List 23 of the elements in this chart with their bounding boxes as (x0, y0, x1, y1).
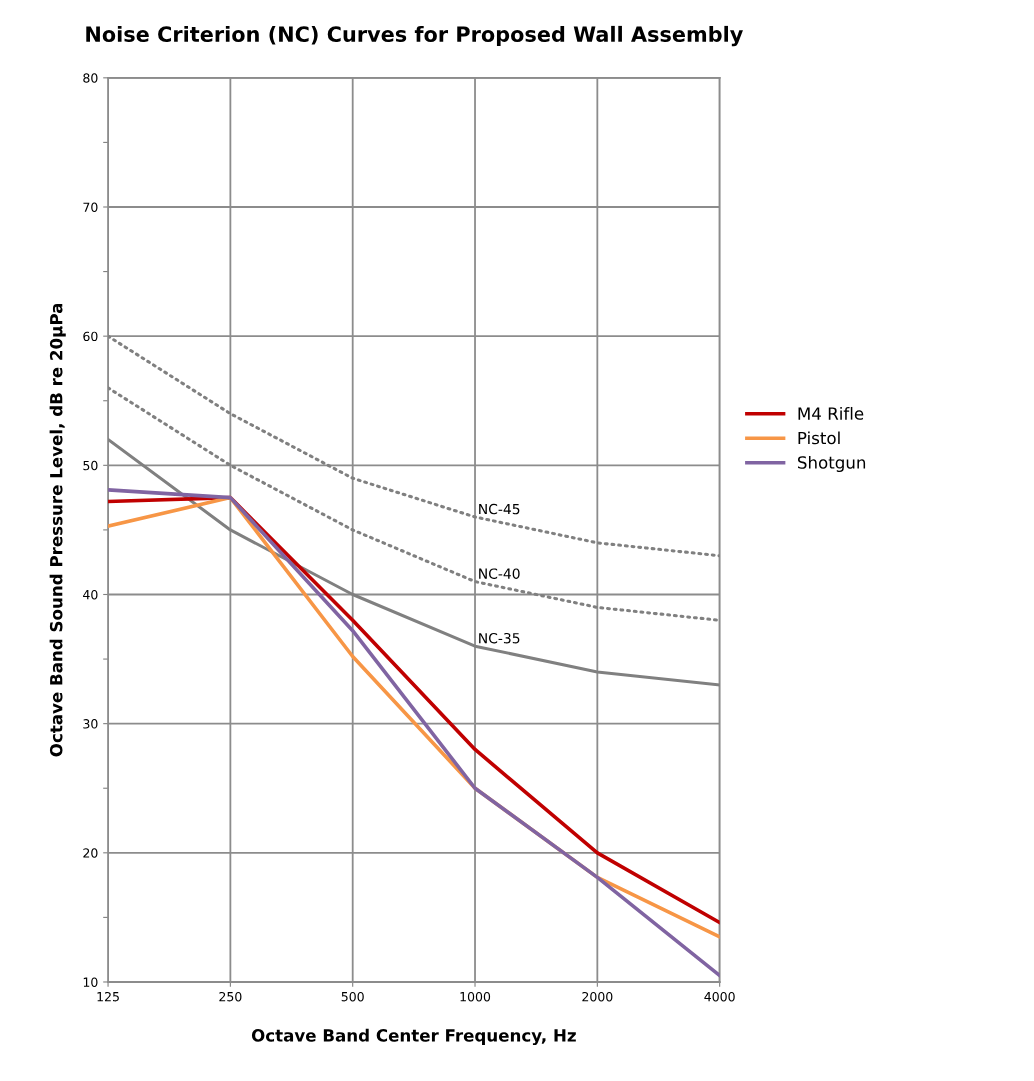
y-axis-title: Octave Band Sound Pressure Level, dB re 20μPa (49, 303, 66, 757)
chart-title: Noise Criterion (NC) Curves for Proposed Wall Assembly (86, 25, 743, 47)
y-tick-label: 50 (83, 460, 98, 471)
x-axis-title: Octave Band Center Frequency, Hz (251, 1028, 576, 1046)
annotation: NC-35 (479, 632, 520, 644)
legend-label: Pistol (798, 431, 840, 445)
x-tick-label: 2000 (582, 991, 613, 1002)
y-tick-label: 10 (83, 977, 98, 987)
y-tick-label: 20 (83, 848, 98, 858)
x-tick-label: 500 (341, 991, 364, 1002)
x-tick-label: 250 (219, 991, 242, 1002)
y-tick-label: 80 (83, 73, 98, 83)
y-tick-label: 30 (83, 719, 98, 729)
x-tick-label: 125 (97, 991, 119, 1002)
x-tick-label: 4000 (704, 991, 735, 1002)
annotation: NC-40 (479, 568, 520, 579)
y-tick-label: 70 (83, 202, 98, 212)
y-tick-label: 40 (83, 589, 98, 600)
legend-label: Shotgun (798, 455, 866, 473)
legend-label: M4 Rifle (798, 406, 864, 420)
annotation: NC-45 (479, 503, 520, 515)
x-tick-label: 1000 (460, 991, 491, 1002)
y-tick-label: 60 (83, 331, 98, 342)
